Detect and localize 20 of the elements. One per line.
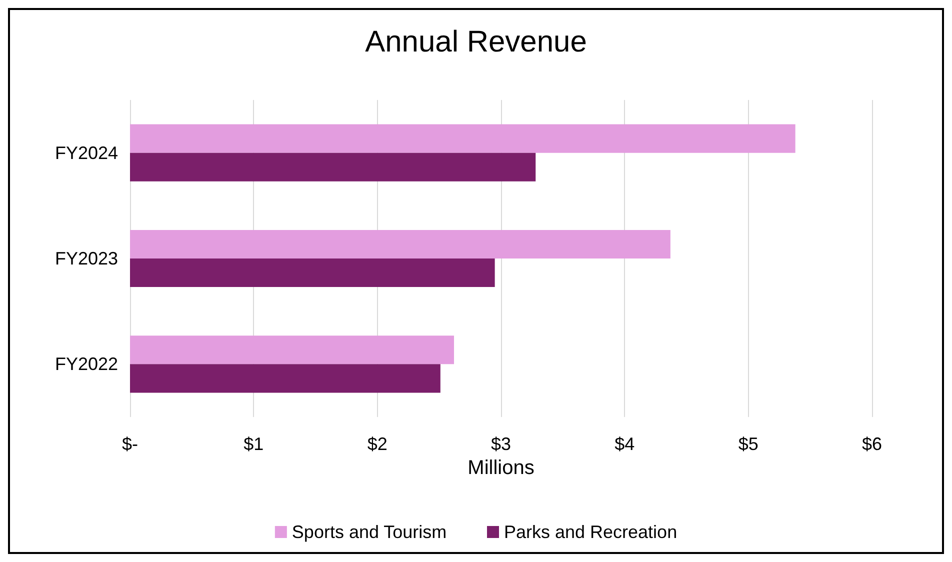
x-tick-label: $5 (738, 434, 758, 454)
legend-label: Sports and Tourism (292, 522, 447, 542)
x-tick-label: $4 (614, 434, 635, 454)
chart-title: Annual Revenue (365, 26, 587, 58)
x-tick-label: $1 (244, 434, 264, 454)
bar (130, 258, 495, 288)
legend-label: Parks and Recreation (504, 522, 678, 542)
bar (130, 336, 454, 364)
x-axis-title: Millions (468, 456, 534, 479)
x-tick-label: $2 (367, 434, 388, 454)
y-tick-label: FY2023 (54, 248, 118, 268)
x-tick-label: $6 (862, 434, 882, 454)
bar (130, 152, 536, 182)
bar (130, 364, 440, 393)
x-tick-label: $- (122, 434, 138, 454)
y-tick-label: FY2024 (54, 142, 118, 163)
x-tick-label: $3 (490, 434, 512, 454)
bar (130, 230, 670, 258)
bar (130, 124, 796, 153)
y-tick-label: FY2022 (54, 354, 118, 374)
